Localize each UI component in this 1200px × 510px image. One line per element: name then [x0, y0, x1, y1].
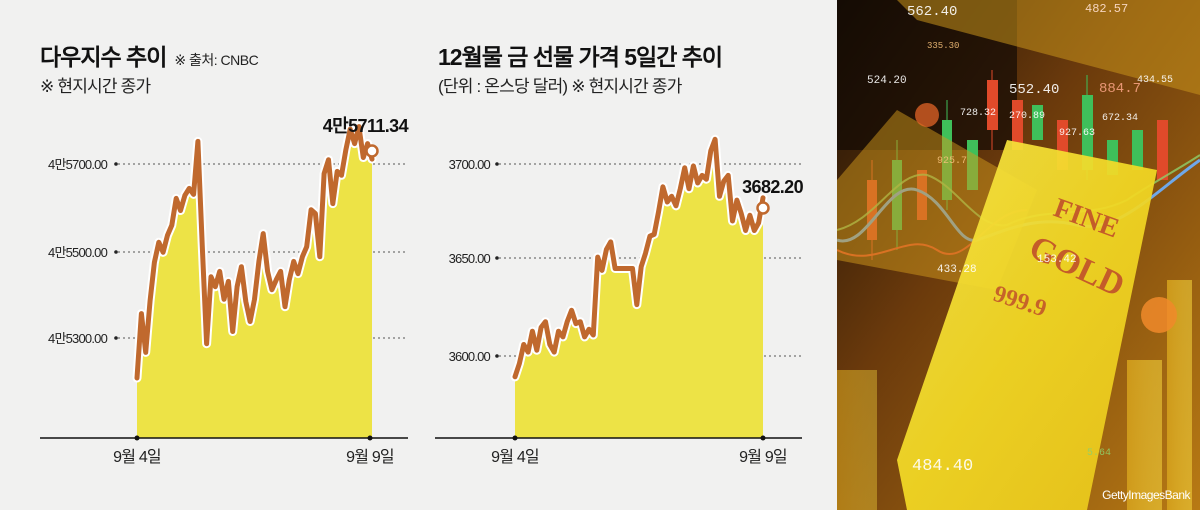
dow-xtick-dot-end — [367, 435, 373, 441]
gold-chart-note: (단위 : 온스당 달러) ※ 현지시간 종가 — [438, 77, 682, 96]
dow-ytick-3: 4만5300.00 — [48, 331, 108, 346]
dow-ytick-1: 4만5700.00 — [48, 157, 108, 172]
svg-text:153.42: 153.42 — [1037, 254, 1077, 266]
dow-chart-title: 다우지수 추이 ※ 출처: CNBC — [40, 38, 259, 72]
gold-xtick-dot-start — [512, 435, 518, 441]
svg-text:434.55: 434.55 — [1137, 75, 1173, 86]
photo-illustration: FINE GOLD 999.9 562.40 482.57 335.30 524… — [837, 0, 1200, 510]
svg-text:270.89: 270.89 — [1009, 111, 1045, 122]
svg-text:552.40: 552.40 — [1009, 82, 1059, 98]
gold-xtick-dot-end — [760, 435, 766, 441]
bar-overlay-1 — [1127, 360, 1162, 510]
bokeh-circle — [1141, 297, 1177, 333]
dow-last-point-marker — [365, 144, 379, 158]
svg-text:484.40: 484.40 — [912, 457, 973, 476]
svg-text:927.63: 927.63 — [1059, 128, 1095, 139]
svg-text:5.64: 5.64 — [1087, 448, 1111, 459]
gold-line — [512, 136, 766, 380]
svg-text:672.34: 672.34 — [1102, 113, 1138, 124]
gold-chart-panel: 12월물 금 선물 가격 5일간 추이 (단위 : 온스당 달러) ※ 현지시간… — [420, 0, 836, 510]
gold-bar-top — [897, 0, 1200, 95]
dow-source-note: ※ 출처: CNBC — [174, 52, 259, 68]
dow-xtick-dot-start — [134, 435, 140, 441]
gold-ytick-3: 3600.00 — [449, 349, 491, 364]
svg-text:482.57: 482.57 — [1085, 2, 1128, 16]
gold-bar-main — [897, 140, 1157, 510]
dow-tick-dots — [114, 162, 118, 340]
gold-xtick-end: 9월 9일 — [739, 448, 787, 466]
bar-overlay-3 — [837, 370, 877, 510]
svg-text:524.20: 524.20 — [867, 75, 907, 87]
gold-ytick-1: 3700.00 — [449, 157, 491, 172]
svg-text:728.32: 728.32 — [960, 108, 996, 119]
svg-text:884.7: 884.7 — [1099, 81, 1141, 97]
svg-text:925.7: 925.7 — [937, 156, 967, 167]
dow-area-fill — [137, 126, 372, 438]
dow-title-text: 다우지수 추이 — [40, 44, 167, 70]
dow-line — [134, 124, 375, 381]
gold-tick-dots — [495, 162, 499, 358]
dow-xtick-start: 9월 4일 — [113, 448, 161, 466]
gold-market-photo: FINE GOLD 999.9 562.40 482.57 335.30 524… — [837, 0, 1200, 510]
gold-ytick-2: 3650.00 — [449, 251, 491, 266]
dow-ytick-2: 4만5500.00 — [48, 245, 108, 260]
svg-text:562.40: 562.40 — [907, 4, 957, 20]
dow-chart-panel: 다우지수 추이 ※ 출처: CNBC ※ 현지시간 종가 — [0, 0, 420, 510]
charts-svg: 4만5700.00 4만5500.00 4만5300.00 4만5711.34 … — [40, 116, 804, 466]
svg-text:335.30: 335.30 — [927, 41, 959, 51]
photo-number-overlays: 562.40 482.57 335.30 524.20 552.40 884.7… — [867, 2, 1173, 476]
gold-chart-title: 12월물 금 선물 가격 5일간 추이 — [438, 44, 723, 70]
photo-credit: GettyImagesBank — [1102, 488, 1190, 502]
gold-last-point-marker — [756, 201, 770, 215]
gold-xtick-start: 9월 4일 — [491, 448, 539, 466]
dow-last-value: 4만5711.34 — [323, 116, 409, 136]
dow-chart-note: ※ 현지시간 종가 — [40, 77, 151, 96]
svg-text:433.28: 433.28 — [937, 264, 977, 276]
dow-xtick-end: 9월 9일 — [346, 448, 394, 466]
gold-last-value: 3682.20 — [742, 177, 803, 197]
